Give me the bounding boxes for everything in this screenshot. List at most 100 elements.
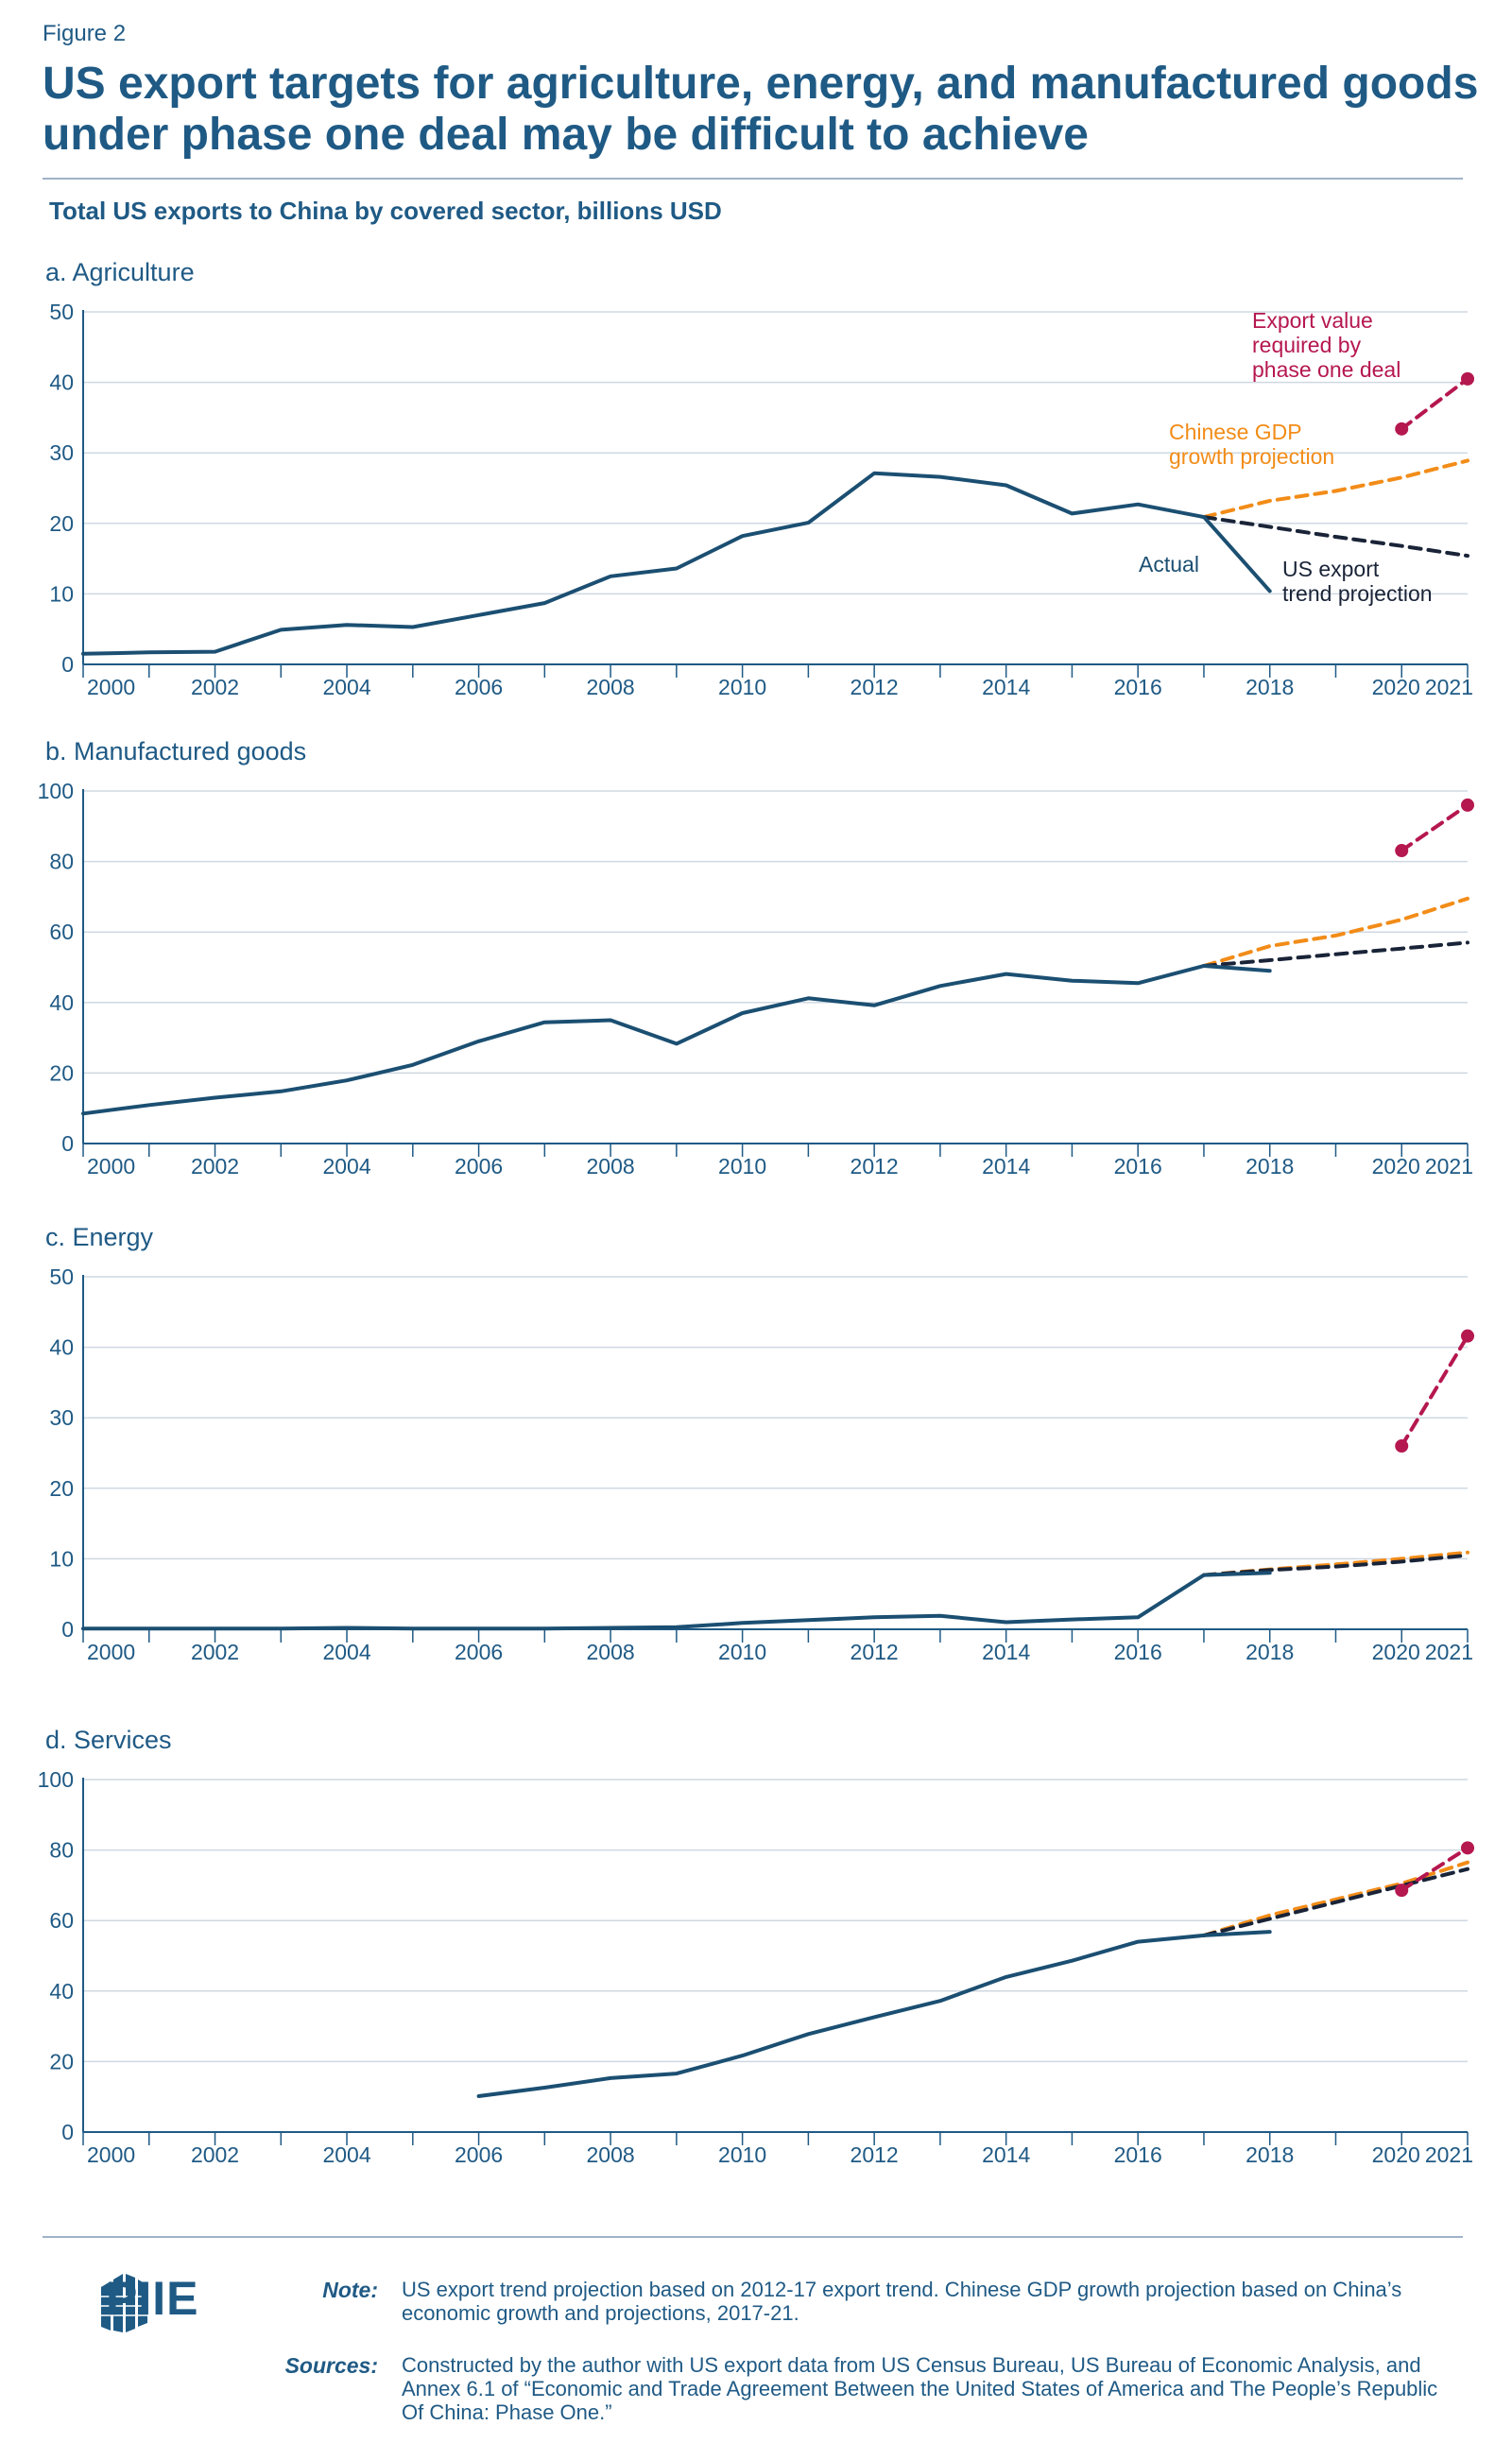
x-tick-label: 2020 [1372,1640,1420,1664]
x-tick-label: 2000 [87,1154,135,1178]
x-tick-label: 2016 [1114,1640,1162,1664]
series-line-gdp [1202,896,1469,968]
x-tick-label: 2014 [982,1640,1030,1664]
x-tick-label: 2000 [87,675,135,699]
x-tick-label: 2021 [1425,2142,1473,2167]
panel-title: a. Agriculture [45,258,195,286]
annotation-required: required by [1252,333,1362,357]
note-label: Note: [322,2278,378,2302]
required-point [1395,1439,1409,1454]
x-tick-label: 2016 [1114,1154,1162,1178]
chart-subtitle: Total US exports to China by covered sec… [49,197,722,225]
y-tick-label: 0 [61,2120,74,2144]
y-tick-label: 40 [49,370,74,395]
x-tick-label: 2006 [455,675,503,699]
y-tick-label: 100 [38,1767,74,1792]
y-tick-label: 50 [49,300,74,324]
x-tick-label: 2012 [850,1640,899,1664]
panel-manufactured-goods: b. Manufactured goods 0 20 40 60 80 100 2000 200… [38,737,1474,1178]
y-tick-label: 0 [61,652,74,677]
note-text: US export trend projection based on 2012… [402,2278,1402,2325]
x-tick-label: 2010 [718,2142,766,2167]
sources-text: Constructed by the author with US export… [402,2353,1438,2424]
annotation-actual: Actual [1139,552,1199,576]
series-line-trend [1202,515,1469,559]
x-tick-label: 2002 [191,1640,239,1664]
x-tick-label: 2014 [982,2142,1030,2167]
y-tick-label: 50 [49,1264,74,1289]
x-tick-label: 2021 [1425,675,1473,699]
x-tick-label: 2020 [1372,2142,1420,2167]
piie-logo-text: PIIE [106,2272,199,2325]
y-tick-label: 10 [49,581,74,606]
required-point [1395,1884,1409,1898]
y-tick-label: 30 [49,440,74,465]
x-tick-label: 2020 [1372,1154,1420,1178]
y-tick-label: 40 [49,990,74,1015]
panel-energy: c. Energy 0 10 20 30 40 50 2000 2002 2004 2006 2008… [45,1223,1474,1664]
required-point [1395,421,1409,436]
required-point [1395,844,1409,858]
x-tick-label: 2010 [718,675,766,699]
series-line-actual [81,964,1272,1116]
x-tick-label: 2012 [850,2142,899,2167]
x-tick-label: 2010 [718,1640,766,1664]
x-tick-label: 2020 [1372,675,1420,699]
required-point [1461,798,1474,812]
x-tick-label: 2002 [191,2142,239,2167]
x-tick-label: 2008 [587,675,635,699]
series-line-actual [476,1930,1272,2098]
annotation-required: Export value [1252,308,1373,333]
y-tick-label: 20 [49,1476,74,1501]
x-tick-label: 2002 [191,675,239,699]
series-line-required [1400,1846,1469,1893]
annotation-required: phase one deal [1252,357,1400,382]
x-tick-label: 2006 [455,1154,503,1178]
y-tick-label: 10 [49,1546,74,1571]
x-tick-label: 2018 [1246,675,1294,699]
series-line-required [1400,802,1469,852]
x-tick-label: 2004 [322,2142,370,2167]
panel-title: c. Energy [45,1223,154,1251]
y-tick-label: 20 [49,511,74,536]
x-tick-label: 2018 [1246,1154,1294,1178]
sources-label: Sources: [284,2353,378,2378]
x-tick-label: 2006 [455,2142,503,2167]
x-tick-label: 2021 [1425,1154,1473,1178]
x-tick-label: 2004 [322,1154,370,1178]
annotation-gdp: Chinese GDP [1169,420,1302,444]
x-tick-label: 2018 [1246,1640,1294,1664]
y-tick-label: 60 [49,920,74,944]
piie-logo-icon [99,2274,150,2332]
x-tick-label: 2000 [87,1640,135,1664]
x-tick-label: 2016 [1114,2142,1162,2167]
x-tick-label: 2012 [850,1154,899,1178]
series-line-gdp [1202,458,1469,520]
series-line-required [1400,376,1469,431]
x-tick-label: 2018 [1246,2142,1294,2167]
y-tick-label: 40 [49,1979,74,2004]
panel-title: d. Services [45,1726,172,1754]
chart-title: US export targets for agriculture, energ… [43,59,1479,160]
y-tick-label: 20 [49,2049,74,2073]
y-tick-label: 100 [38,779,74,803]
series-line-actual [81,471,1272,656]
y-tick-label: 60 [49,1908,74,1933]
x-tick-label: 2008 [587,2142,635,2167]
required-point [1461,1329,1474,1343]
x-tick-label: 2004 [322,675,370,699]
x-tick-label: 2010 [718,1154,766,1178]
y-tick-label: 0 [61,1617,74,1642]
x-tick-label: 2014 [982,1154,1030,1178]
y-tick-label: 80 [49,850,74,874]
panel-title: b. Manufactured goods [45,737,306,766]
annotation-trend: US export [1282,557,1380,581]
series-line-trend [1202,1867,1469,1937]
figure-label: Figure 2 [43,21,127,46]
required-point [1461,1841,1474,1855]
y-tick-label: 80 [49,1838,74,1863]
x-tick-label: 2002 [191,1154,239,1178]
x-tick-label: 2016 [1114,675,1162,699]
series-line-actual [81,1571,1272,1631]
footer-divider [43,2236,1463,2238]
